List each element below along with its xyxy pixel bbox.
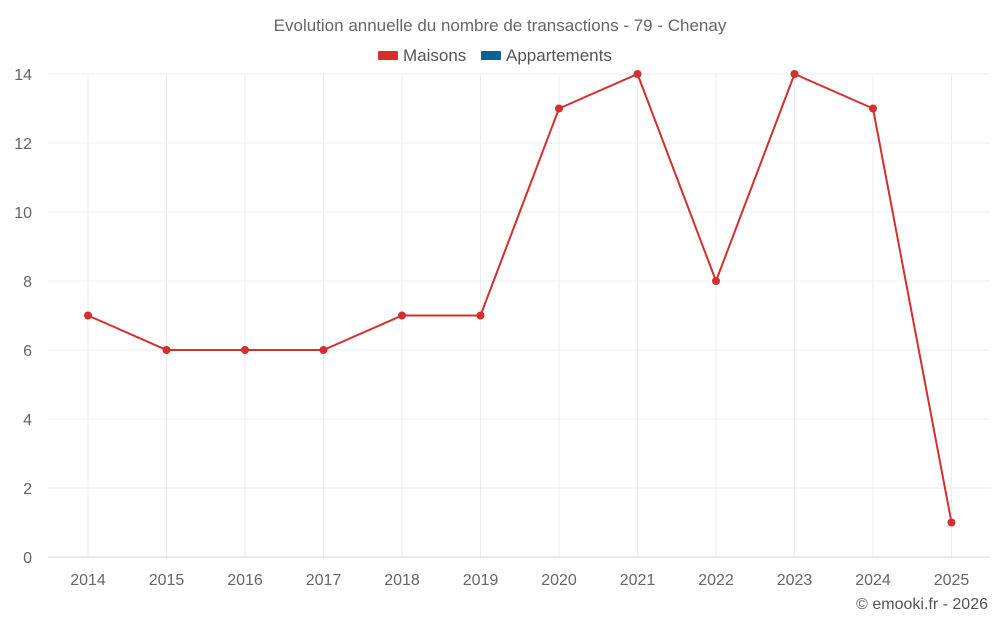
x-tick-label: 2014 bbox=[70, 572, 106, 589]
x-axis-ticks: 2014 2015 2016 2017 2018 2019 2020 2021 2022 2023… bbox=[70, 572, 969, 589]
credit-text: © emooki.fr - 2026 bbox=[856, 596, 988, 613]
x-tick-label: 2025 bbox=[934, 572, 970, 589]
series-layer bbox=[84, 70, 956, 527]
y-tick-label: 8 bbox=[23, 274, 32, 291]
data-point-maisons-2016[interactable] bbox=[241, 346, 249, 354]
legend-swatch-maisons bbox=[378, 51, 398, 60]
data-point-maisons-2024[interactable] bbox=[869, 104, 877, 113]
x-tick-label: 2022 bbox=[698, 572, 734, 589]
legend-item-appartements[interactable]: Appartements bbox=[481, 46, 612, 65]
y-tick-label: 6 bbox=[23, 343, 32, 360]
data-point-maisons-2019[interactable] bbox=[476, 311, 485, 320]
data-point-maisons-2025[interactable] bbox=[947, 518, 956, 527]
y-tick-label: 12 bbox=[14, 136, 32, 153]
x-tick-label: 2016 bbox=[227, 572, 263, 589]
y-tick-label: 10 bbox=[14, 205, 32, 222]
x-tick-label: 2024 bbox=[855, 572, 891, 589]
chart-title: Evolution annuelle du nombre de transact… bbox=[274, 16, 727, 35]
y-tick-label: 4 bbox=[23, 412, 32, 429]
series-line-maisons bbox=[87, 73, 953, 523]
x-tick-label: 2021 bbox=[620, 572, 656, 589]
data-point-maisons-2018[interactable] bbox=[398, 311, 406, 320]
legend-swatch-appartements bbox=[481, 51, 501, 60]
data-point-maisons-2017[interactable] bbox=[319, 346, 328, 354]
legend: Maisons Appartements bbox=[378, 46, 612, 65]
data-point-maisons-2020[interactable] bbox=[555, 104, 563, 113]
legend-label-maisons: Maisons bbox=[403, 46, 466, 65]
y-gridlines bbox=[48, 73, 990, 489]
x-tick-label: 2019 bbox=[463, 572, 499, 589]
y-tick-label: 0 bbox=[23, 550, 32, 567]
x-tick-label: 2020 bbox=[541, 572, 577, 589]
y-axis-ticks: 0 2 4 6 8 10 12 14 bbox=[14, 67, 32, 567]
y-tick-label: 14 bbox=[14, 67, 32, 84]
x-tick-label: 2018 bbox=[384, 572, 420, 589]
data-point-maisons-2022[interactable] bbox=[712, 277, 720, 285]
x-tick-label: 2015 bbox=[149, 572, 185, 589]
y-tick-label: 2 bbox=[23, 481, 32, 498]
data-point-maisons-2015[interactable] bbox=[162, 346, 171, 354]
x-gridlines bbox=[87, 74, 952, 557]
data-point-maisons-2014[interactable] bbox=[84, 311, 92, 320]
x-tick-label: 2017 bbox=[306, 572, 342, 589]
data-point-maisons-2023[interactable] bbox=[790, 70, 799, 78]
data-point-maisons-2021[interactable] bbox=[633, 70, 642, 78]
legend-item-maisons[interactable]: Maisons bbox=[378, 46, 466, 65]
legend-label-appartements: Appartements bbox=[506, 46, 612, 65]
x-tick-label: 2023 bbox=[777, 572, 813, 589]
